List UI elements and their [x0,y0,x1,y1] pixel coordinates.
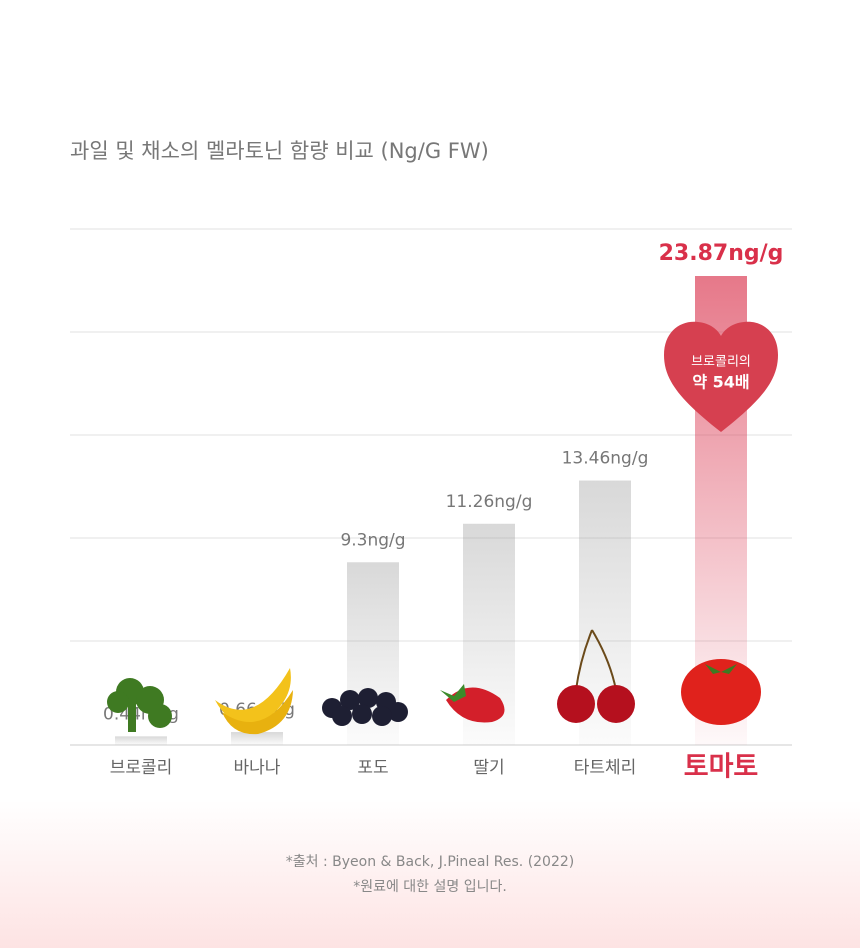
value-label: 9.3ng/g [340,530,405,550]
bar [231,732,283,745]
grid [70,228,792,746]
value-label: 13.46ng/g [562,449,649,469]
footer-bg [0,800,860,948]
x-tick-label: 딸기 [473,758,504,778]
x-tick-label: 타트체리 [574,758,637,778]
footnote: *원료에 대한 설명 입니다. [353,879,507,895]
x-tick-label: 토마토 [684,752,759,783]
value-label: 23.87ng/g [659,241,784,266]
heart-annotation: 브로콜리의 약 54배 [664,321,778,432]
x-tick-label: 바나나 [234,758,281,778]
footnote: *출처 : Byeon & Back, J.Pineal Res. (2022) [286,854,575,870]
value-label: 11.26ng/g [446,492,533,512]
x-tick-label: 포도 [357,758,388,778]
annotation-line: 브로콜리의 [691,355,751,370]
annotation-line: 약 54배 [692,373,749,392]
chart-title: 과일 및 채소의 멜라토닌 함량 비교 (Ng/G FW) [70,139,489,163]
bar [115,736,167,745]
fruit-icons [107,629,761,735]
x-tick-label: 브로콜리 [110,758,173,778]
